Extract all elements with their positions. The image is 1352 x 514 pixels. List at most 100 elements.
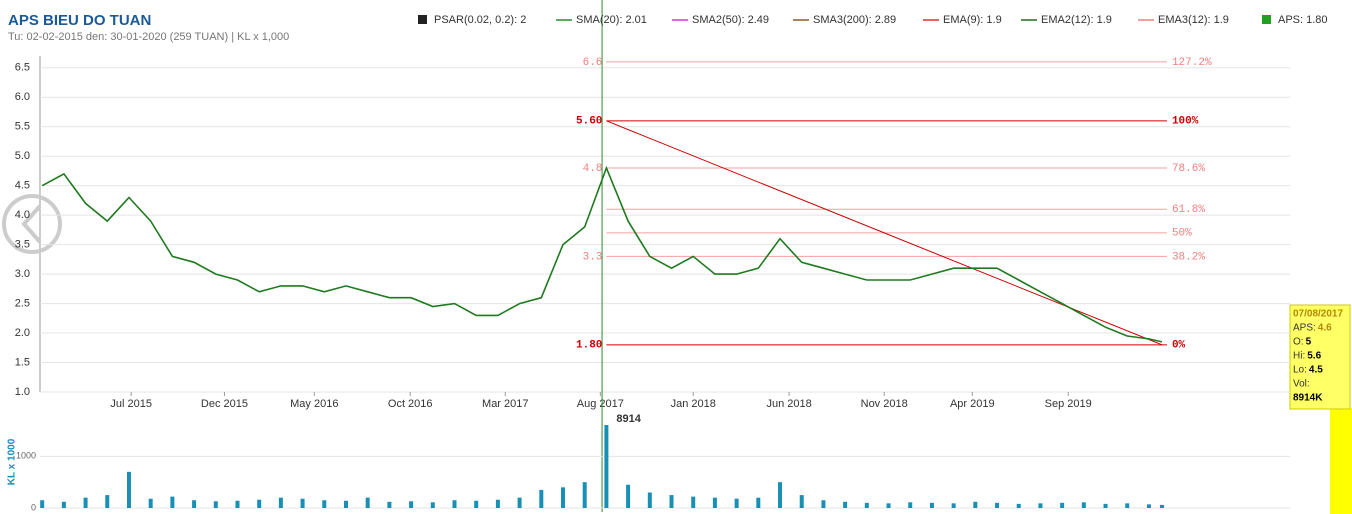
volume-bar — [235, 500, 240, 508]
volume-bar — [387, 501, 392, 508]
info-value: 8914K — [1293, 393, 1323, 404]
volume-bar — [712, 497, 717, 508]
legend-label: PSAR(0.02, 0.2): 2 — [434, 14, 526, 26]
y-tick-label: 4.0 — [15, 209, 30, 221]
x-tick-label: Apr 2019 — [950, 398, 995, 410]
volume-bar — [365, 497, 370, 508]
info-date: 07/08/2017 — [1293, 309, 1343, 320]
volume-bar — [105, 495, 110, 508]
fib-price-label: 6.6 — [583, 57, 603, 69]
volume-bar — [322, 500, 327, 508]
side-bar — [1330, 408, 1352, 514]
fib-price-label: 5.60 — [576, 116, 602, 128]
volume-bar — [1060, 502, 1065, 508]
volume-bar — [1159, 504, 1164, 508]
legend-marker — [1262, 15, 1271, 24]
volume-bar — [83, 497, 88, 508]
x-tick-label: Jun 2018 — [766, 398, 811, 410]
legend-label: SMA3(200): 2.89 — [813, 14, 896, 26]
x-tick-label: Jan 2018 — [671, 398, 716, 410]
y-tick-label: 6.0 — [15, 91, 30, 103]
legend-label: SMA2(50): 2.49 — [692, 14, 769, 26]
price-line — [41, 165, 1163, 343]
y-tick-label: 2.5 — [15, 297, 30, 309]
volume-bar — [843, 501, 848, 508]
x-tick-label: Aug 2017 — [577, 398, 624, 410]
volume-bar — [582, 482, 587, 508]
volume-bar — [908, 502, 913, 508]
info-label: O: — [1293, 337, 1304, 348]
volume-bar — [929, 502, 934, 508]
info-value: 4.5 — [1309, 365, 1323, 376]
volume-bar — [257, 499, 262, 508]
volume-tick-label: 0 — [31, 502, 36, 512]
legend-label: EMA(9): 1.9 — [943, 14, 1002, 26]
volume-bar — [126, 471, 131, 508]
volume-bar — [1038, 503, 1043, 508]
volume-bar — [343, 500, 348, 508]
fib-price-label: 3.3 — [583, 251, 603, 263]
volume-bar — [821, 500, 826, 508]
y-tick-label: 3.0 — [15, 268, 30, 280]
volume-bar — [495, 499, 500, 508]
volume-bar — [647, 492, 652, 508]
volume-bar — [452, 500, 457, 508]
volume-bar — [626, 484, 631, 508]
volume-bar — [799, 495, 804, 508]
x-tick-label: May 2016 — [290, 398, 338, 410]
y-tick-label: 1.0 — [15, 386, 30, 398]
volume-bar — [278, 497, 283, 508]
volume-axis-label: KL x 1000 — [7, 438, 18, 485]
fib-price-label: 4.8 — [583, 163, 603, 175]
fib-label: 61.8% — [1172, 204, 1205, 216]
volume-bar — [604, 425, 609, 508]
volume-bar — [1016, 503, 1021, 508]
volume-bar — [1103, 503, 1108, 508]
fib-label: 100% — [1172, 116, 1199, 128]
y-tick-label: 4.5 — [15, 180, 30, 192]
legend-label: EMA2(12): 1.9 — [1041, 14, 1112, 26]
nav-arrow — [21, 204, 42, 244]
info-label: Lo: — [1293, 365, 1307, 376]
volume-bar — [148, 498, 153, 508]
fib-label: 38.2% — [1172, 251, 1205, 263]
x-tick-label: Mar 2017 — [482, 398, 528, 410]
volume-bar — [1081, 502, 1086, 508]
chart-subtitle: Tu: 02-02-2015 den: 30-01-2020 (259 TUAN… — [8, 31, 289, 43]
volume-bar — [756, 497, 761, 508]
volume-bar — [409, 501, 414, 508]
chart-title: APS BIEU DO TUAN — [8, 12, 151, 29]
volume-bar — [864, 502, 869, 508]
volume-bar — [517, 497, 522, 508]
y-tick-label: 5.5 — [15, 121, 30, 133]
volume-bar — [973, 501, 978, 508]
info-value: 4.6 — [1318, 323, 1332, 334]
volume-bar — [1146, 504, 1151, 508]
volume-bar — [40, 500, 45, 508]
info-label: APS: — [1293, 323, 1316, 334]
fib-price-label: 1.80 — [576, 340, 602, 352]
volume-bar — [300, 498, 305, 508]
legend-label: SMA(20): 2.01 — [576, 14, 647, 26]
legend-marker — [418, 15, 427, 24]
volume-bar — [886, 503, 891, 508]
nav-button[interactable] — [2, 194, 62, 254]
volume-bar — [539, 489, 544, 508]
volume-peak-label: 8914 — [616, 413, 641, 425]
info-label: Hi: — [1293, 351, 1305, 362]
volume-bar — [734, 498, 739, 508]
x-tick-label: Oct 2016 — [388, 398, 433, 410]
fib-label: 127.2% — [1172, 57, 1212, 69]
fib-label: 0% — [1172, 340, 1186, 352]
volume-bar — [778, 482, 783, 508]
x-tick-label: Sep 2019 — [1045, 398, 1092, 410]
volume-bar — [691, 496, 696, 508]
volume-bar — [213, 501, 218, 508]
legend-label: APS: 1.80 — [1278, 14, 1328, 26]
volume-bar — [951, 503, 956, 508]
volume-bar — [474, 500, 479, 508]
volume-bar — [430, 502, 435, 508]
volume-bar — [61, 501, 66, 508]
volume-bar — [192, 500, 197, 508]
